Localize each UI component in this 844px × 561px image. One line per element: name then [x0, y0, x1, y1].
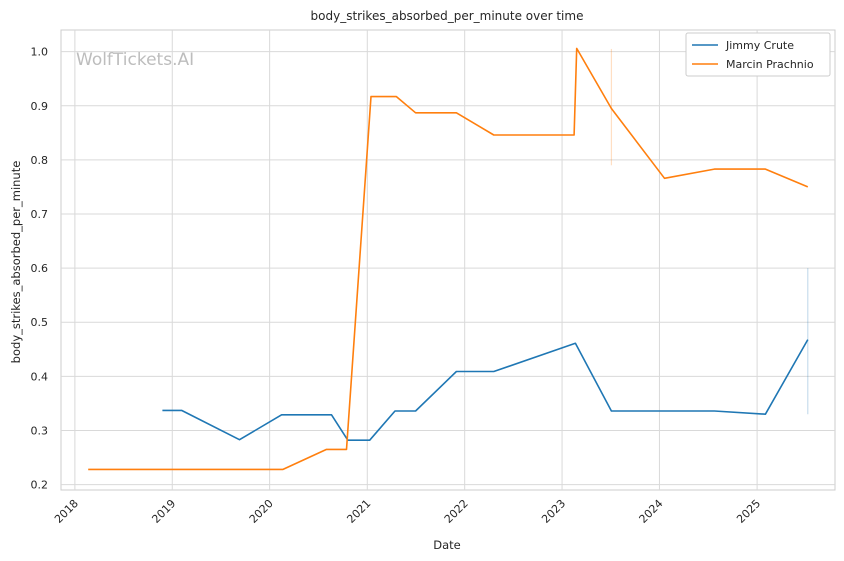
watermark: WolfTickets.AI — [76, 50, 194, 70]
series-lines — [88, 47, 809, 471]
series-line-1 — [88, 47, 809, 471]
y-tick-label: 0.7 — [31, 208, 49, 221]
y-axis-title: body_strikes_absorbed_per_minute — [9, 161, 23, 364]
plot-area — [60, 29, 836, 491]
series-line-0 — [162, 339, 809, 442]
x-tick-labels: 2018 2019 2020 2021 2022 2023 2024 2025 — [52, 497, 763, 526]
grid — [61, 30, 835, 490]
y-tick-label: 0.2 — [31, 479, 49, 492]
y-tick-labels: 0.2 0.3 0.4 0.5 0.6 0.7 0.8 0.9 1.0 — [31, 46, 49, 492]
y-tick-label: 0.3 — [31, 424, 49, 437]
y-tick-label: 0.5 — [31, 316, 49, 329]
x-tick-label: 2018 — [52, 497, 81, 526]
legend: Jimmy Crute Marcin Prachnio — [685, 32, 831, 77]
legend-box — [685, 32, 831, 77]
x-tick-label: 2019 — [149, 497, 178, 526]
x-tick-label: 2024 — [637, 497, 666, 526]
x-tick-label: 2020 — [247, 497, 276, 526]
x-tick-label: 2025 — [734, 497, 763, 526]
legend-label-jimmy-crute: Jimmy Crute — [725, 39, 794, 52]
chart-title: body_strikes_absorbed_per_minute over ti… — [311, 9, 584, 23]
x-tick-label: 2022 — [442, 497, 471, 526]
y-tick-label: 0.6 — [31, 262, 49, 275]
y-tick-label: 1.0 — [31, 46, 49, 59]
x-axis-title: Date — [433, 538, 461, 552]
y-tick-label: 0.4 — [31, 370, 49, 383]
x-tick-label: 2023 — [539, 497, 568, 526]
legend-label-marcin-prachnio: Marcin Prachnio — [726, 58, 814, 71]
x-tick-label: 2021 — [344, 497, 373, 526]
y-tick-label: 0.8 — [31, 154, 49, 167]
y-tick-label: 0.9 — [31, 100, 49, 113]
